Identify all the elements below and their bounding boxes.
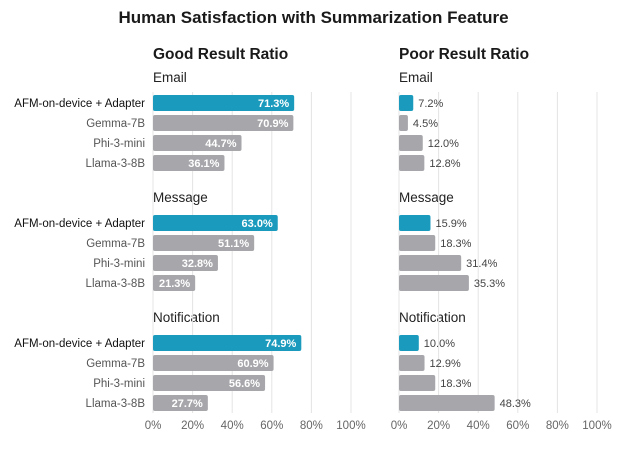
model-label: Llama-3-8B: [86, 158, 146, 170]
bar: [153, 95, 295, 111]
bar: [399, 375, 436, 391]
bar: [399, 255, 462, 271]
x-tick-label: 80%: [300, 420, 323, 432]
bar-value-label: 32.8%: [182, 258, 213, 270]
bar-value-label: 21.3%: [159, 278, 190, 290]
panel-title-poor: Poor Result Ratio: [399, 46, 530, 63]
bar: [399, 395, 495, 411]
bar: [153, 275, 196, 291]
x-tick-label: 100%: [336, 420, 365, 432]
group-label-good-message: Message: [153, 190, 208, 205]
bar-value-label: 10.0%: [424, 338, 455, 350]
bar: [399, 95, 414, 111]
bar-value-label: 31.4%: [466, 258, 497, 270]
bar: [153, 335, 302, 351]
bar: [399, 235, 436, 251]
x-tick-label: 0%: [145, 420, 162, 432]
bar-value-label: 63.0%: [242, 218, 273, 230]
bar: [399, 355, 425, 371]
bar-value-label: 48.3%: [500, 398, 531, 410]
bar-value-label: 70.9%: [257, 118, 288, 130]
bar: [153, 375, 266, 391]
bar: [153, 235, 255, 251]
x-tick-label: 60%: [260, 420, 283, 432]
model-label: Phi-3-mini: [93, 138, 145, 150]
model-label: Gemma-7B: [86, 358, 145, 370]
bar-value-label: 18.3%: [440, 378, 471, 390]
bar-value-label: 15.9%: [435, 218, 466, 230]
bar-value-label: 12.9%: [430, 358, 461, 370]
bar-value-label: 74.9%: [265, 338, 296, 350]
model-label: Phi-3-mini: [93, 378, 145, 390]
model-label: Gemma-7B: [86, 238, 145, 250]
x-tick-label: 40%: [467, 420, 490, 432]
x-tick-label: 60%: [506, 420, 529, 432]
bar-value-label: 60.9%: [237, 358, 268, 370]
x-tick-label: 40%: [221, 420, 244, 432]
bar-value-label: 51.1%: [218, 238, 249, 250]
bar: [153, 135, 242, 151]
bar: [153, 115, 294, 131]
bar: [399, 115, 408, 131]
bar-value-label: 12.0%: [428, 138, 459, 150]
x-tick-label: 100%: [582, 420, 611, 432]
chart-title: Human Satisfaction with Summarization Fe…: [118, 8, 509, 27]
bar: [153, 255, 218, 271]
group-label-good-notification: Notification: [153, 310, 220, 325]
group-label-good-email: Email: [153, 70, 187, 85]
x-tick-label: 20%: [181, 420, 204, 432]
panel-title-good: Good Result Ratio: [153, 46, 289, 63]
bar-value-label: 4.5%: [413, 118, 438, 130]
bar: [399, 335, 419, 351]
model-label: Phi-3-mini: [93, 258, 145, 270]
group-label-poor-email: Email: [399, 70, 433, 85]
bar-value-label: 44.7%: [205, 138, 236, 150]
x-tick-label: 80%: [546, 420, 569, 432]
bar-value-label: 18.3%: [440, 238, 471, 250]
bar-value-label: 12.8%: [429, 158, 460, 170]
bar-value-label: 7.2%: [418, 98, 443, 110]
bar-value-label: 27.7%: [172, 398, 203, 410]
bar: [153, 155, 225, 171]
x-tick-label: 20%: [427, 420, 450, 432]
bar-value-label: 71.3%: [258, 98, 289, 110]
group-label-poor-notification: Notification: [399, 310, 466, 325]
bar: [153, 215, 278, 231]
model-label: Llama-3-8B: [86, 398, 146, 410]
bar-value-label: 56.6%: [229, 378, 260, 390]
group-label-poor-message: Message: [399, 190, 454, 205]
x-tick-label: 0%: [391, 420, 408, 432]
model-label: AFM-on-device + Adapter: [14, 218, 145, 230]
bar: [399, 155, 425, 171]
bar: [153, 395, 208, 411]
model-label: AFM-on-device + Adapter: [14, 338, 145, 350]
bar-value-label: 36.1%: [188, 158, 219, 170]
model-label: AFM-on-device + Adapter: [14, 98, 145, 110]
model-label: Gemma-7B: [86, 118, 145, 130]
bar: [399, 215, 431, 231]
bar-value-label: 35.3%: [474, 278, 505, 290]
bar: [153, 355, 274, 371]
bar: [399, 135, 423, 151]
model-label: Llama-3-8B: [86, 278, 146, 290]
bar: [399, 275, 469, 291]
